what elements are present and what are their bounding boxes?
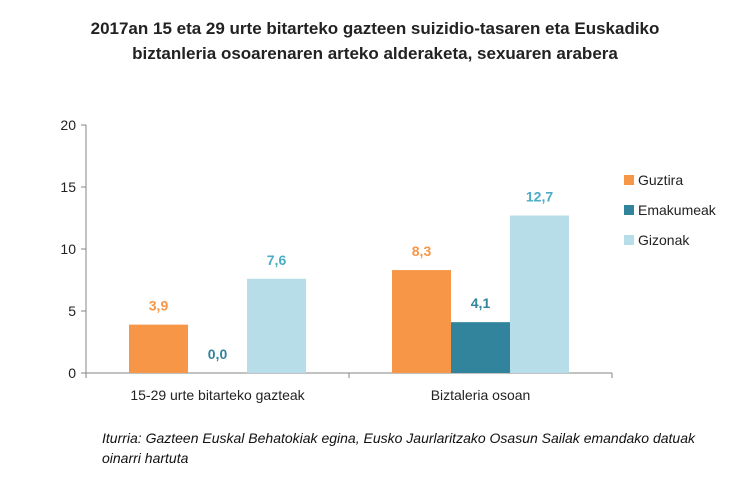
data-label: 7,6 [267,252,287,268]
y-tick-label: 15 [60,179,76,195]
bar-guztira [392,270,451,373]
bar-gizonak [510,215,569,373]
data-label: 4,1 [471,295,491,311]
legend-label: Gizonak [638,232,690,248]
chart-title: 2017an 15 eta 29 urte bitarteko gazteen … [0,16,750,66]
y-tick-label: 5 [68,303,76,319]
data-label: 12,7 [526,189,553,205]
bar-emakumeak [451,322,510,373]
source-note: Iturria: Gazteen Euskal Behatokiak egina… [102,430,695,466]
y-tick-label: 20 [60,117,76,133]
bar-guztira [129,324,188,373]
legend-swatch [624,205,634,215]
legend-swatch [624,235,634,245]
y-tick-label: 0 [68,365,76,381]
data-label: 8,3 [412,243,432,259]
legend-label: Guztira [638,172,683,188]
data-label: 0,0 [208,346,228,362]
x-tick-label: Biztaleria osoan [431,387,531,403]
chart-title-line1: 2017an 15 eta 29 urte bitarteko gazteen … [90,19,660,38]
chart-title-line2: biztanleria osoarenaren arteko alderaket… [132,44,618,63]
y-tick-label: 10 [60,241,76,257]
legend-swatch [624,175,634,185]
x-tick-label: 15-29 urte bitarteko gazteak [130,387,305,403]
legend-label: Emakumeak [638,202,717,218]
bar-gizonak [247,278,306,373]
data-label: 3,9 [149,298,169,314]
